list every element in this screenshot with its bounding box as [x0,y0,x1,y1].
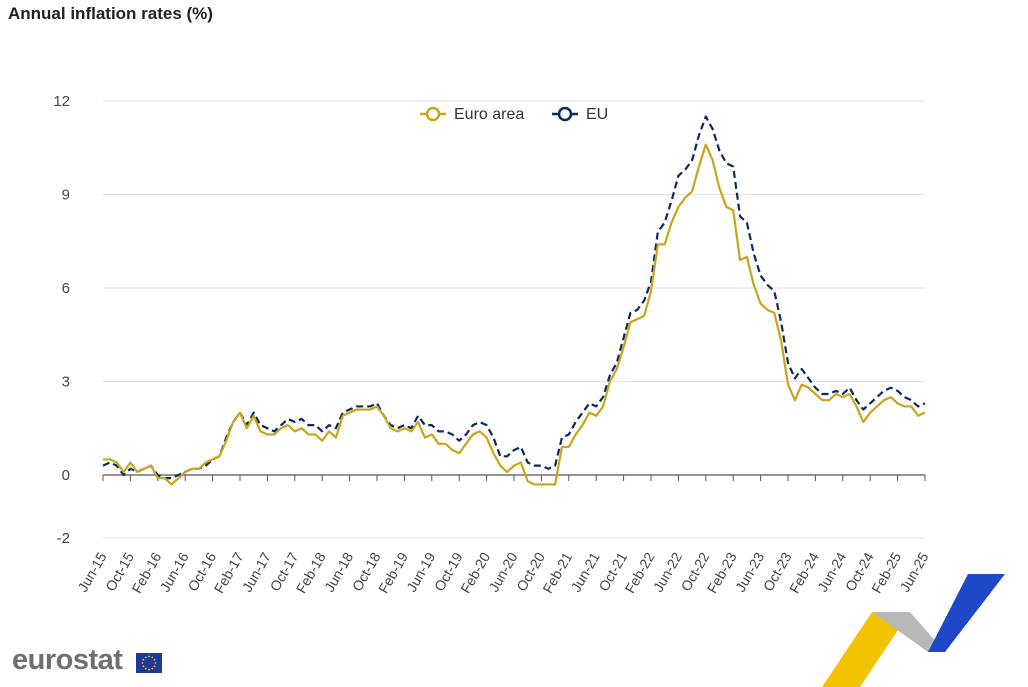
flag-star [153,665,156,668]
flag-star [151,656,154,659]
flag-star [142,665,145,668]
y-tick-label: 3 [62,374,70,391]
legend-item-euro-area[interactable]: Euro area [420,106,524,123]
flag-star [153,658,156,661]
y-tick-label: 9 [62,187,70,204]
legend-label-euro-area: Euro area [454,106,524,123]
page-title: Annual inflation rates (%) [8,4,213,23]
eu-flag-icon [136,653,162,673]
eurostat-logo: eurostat [12,644,123,676]
series-lines [102,115,926,486]
y-tick-label: -2 [57,530,70,547]
flag-star [154,662,157,664]
legend-label-eu: EU [586,106,608,123]
flag-star [151,667,154,670]
legend-item-eu[interactable]: EU [552,106,608,123]
grid-lines [103,100,925,539]
chart-legend: Euro area EU [420,106,608,123]
flag-star [142,658,145,661]
flag-star [144,667,147,670]
flag-star [144,656,147,659]
flag-star [148,655,150,658]
y-tick-label: 12 [53,93,70,110]
y-tick-label: 0 [62,467,70,484]
eurostat-ribbon-graphic [822,574,1005,687]
series-line-euro-area [103,143,926,486]
series-line-eu [102,115,926,480]
y-axis-tick-labels: -2 0 3 6 9 12 [53,93,70,547]
y-tick-label: 6 [62,280,70,297]
flag-star [141,662,144,664]
flag-star [148,668,150,671]
x-axis-tick-labels: Jun-15Oct-15Feb-16Jun-16Oct-16Feb-17Jun-… [74,475,932,596]
